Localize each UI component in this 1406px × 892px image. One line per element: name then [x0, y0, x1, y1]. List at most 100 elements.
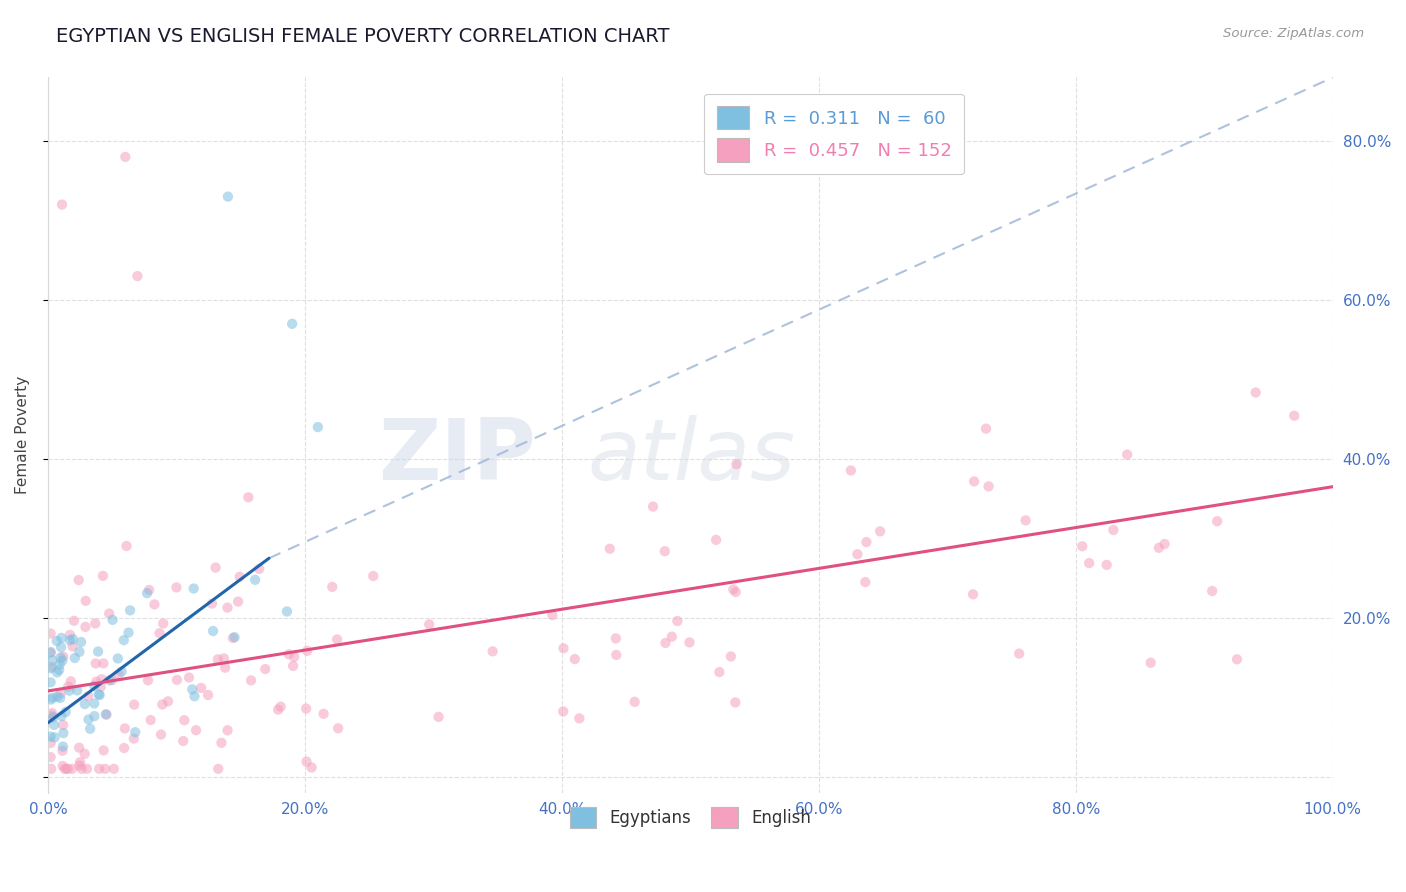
Point: [91, 569, 114, 583]
Point: [112, 741, 135, 756]
Y-axis label: Female Poverty: Female Poverty: [15, 376, 30, 494]
Point: [853, 575, 876, 590]
Point: [53, 762, 76, 776]
Point: [254, 662, 277, 676]
Point: [117, 625, 139, 640]
Point: [326, 632, 349, 647]
Point: [51, 709, 73, 723]
Point: [654, 544, 676, 558]
Point: [143, 598, 166, 612]
Point: [45, 634, 67, 648]
Point: [41, 708, 63, 723]
Point: [217, 189, 239, 203]
Point: [243, 573, 266, 587]
Point: [52, 759, 75, 773]
Point: [568, 711, 591, 725]
Point: [110, 665, 132, 679]
Point: [150, 727, 173, 741]
Point: [83, 697, 105, 711]
Point: [51, 654, 73, 668]
Point: [103, 762, 125, 776]
Point: [1284, 409, 1306, 423]
Point: [855, 535, 877, 549]
Point: [212, 651, 235, 665]
Point: [96, 707, 118, 722]
Point: [418, 617, 440, 632]
Point: [83, 709, 105, 723]
Point: [46, 665, 69, 680]
Text: ZIP: ZIP: [378, 415, 536, 498]
Point: [136, 673, 159, 688]
Point: [122, 698, 145, 712]
Point: [56, 762, 79, 776]
Point: [127, 269, 149, 284]
Point: [67, 740, 90, 755]
Point: [277, 648, 299, 662]
Point: [201, 597, 224, 611]
Point: [1153, 537, 1175, 551]
Point: [267, 703, 290, 717]
Point: [98, 607, 121, 621]
Point: [704, 533, 727, 547]
Point: [89, 762, 111, 776]
Point: [869, 524, 891, 539]
Point: [39, 750, 62, 764]
Point: [59, 674, 82, 689]
Point: [283, 649, 305, 664]
Point: [75, 620, 97, 634]
Point: [122, 731, 145, 746]
Point: [270, 699, 292, 714]
Point: [321, 580, 343, 594]
Point: [94, 707, 117, 722]
Point: [312, 706, 335, 721]
Point: [150, 698, 173, 712]
Point: [724, 695, 747, 709]
Point: [1014, 513, 1036, 527]
Point: [62, 632, 84, 646]
Point: [94, 762, 117, 776]
Point: [1206, 514, 1229, 528]
Point: [98, 673, 121, 688]
Point: [427, 710, 450, 724]
Point: [276, 605, 298, 619]
Point: [1244, 385, 1267, 400]
Point: [87, 644, 110, 658]
Text: atlas: atlas: [588, 415, 796, 498]
Point: [564, 652, 586, 666]
Point: [709, 665, 731, 679]
Point: [1078, 556, 1101, 570]
Point: [1102, 523, 1125, 537]
Point: [207, 652, 229, 666]
Point: [190, 681, 212, 695]
Point: [307, 420, 329, 434]
Point: [183, 690, 205, 704]
Point: [58, 680, 80, 694]
Point: [77, 713, 100, 727]
Point: [165, 581, 187, 595]
Point: [148, 626, 170, 640]
Point: [172, 734, 194, 748]
Point: [39, 646, 62, 660]
Point: [90, 672, 112, 686]
Point: [226, 594, 249, 608]
Point: [59, 633, 82, 648]
Point: [41, 706, 63, 721]
Point: [641, 500, 664, 514]
Point: [52, 718, 75, 732]
Point: [39, 661, 62, 675]
Point: [247, 562, 270, 576]
Point: [1201, 584, 1223, 599]
Point: [846, 547, 869, 561]
Point: [1147, 541, 1170, 555]
Point: [139, 713, 162, 727]
Point: [79, 722, 101, 736]
Point: [39, 762, 62, 776]
Point: [156, 694, 179, 708]
Point: [49, 640, 72, 655]
Point: [240, 673, 263, 688]
Point: [963, 475, 986, 489]
Point: [724, 585, 747, 599]
Point: [62, 640, 84, 654]
Point: [39, 730, 62, 744]
Point: [115, 539, 138, 553]
